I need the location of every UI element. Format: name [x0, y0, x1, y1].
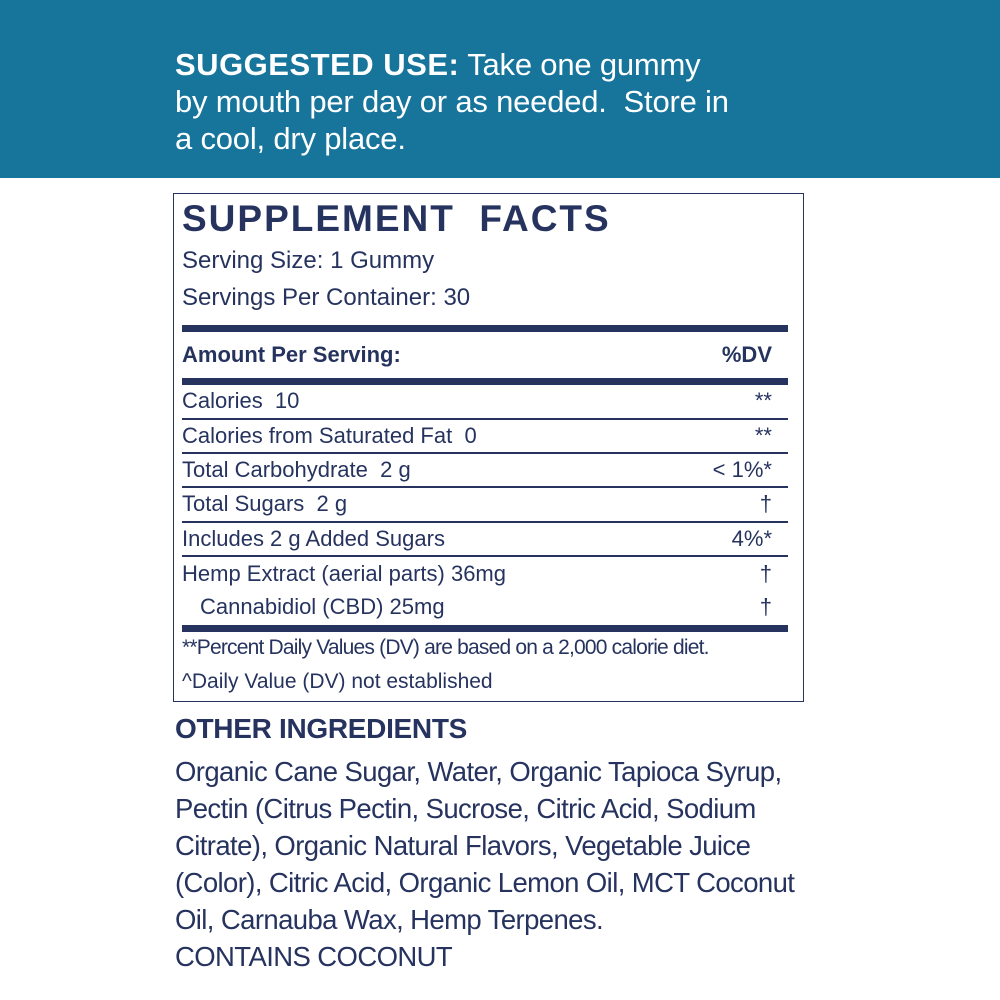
table-row: Cannabidiol (CBD) 25mg † — [182, 590, 772, 624]
divider-thin — [182, 486, 788, 488]
ingredients-line: (Color), Citric Acid, Organic Lemon Oil,… — [175, 867, 795, 898]
footnote-not-established: ^Daily Value (DV) not established — [182, 670, 493, 693]
divider-thick — [182, 325, 788, 332]
divider-thin — [182, 452, 788, 454]
ingredients-line: Organic Cane Sugar, Water, Organic Tapio… — [175, 756, 782, 787]
nutrient-dv: < 1%* — [712, 457, 772, 482]
table-row: Total Carbohydrate 2 g < 1%* — [182, 453, 772, 487]
nutrient-dv: † — [759, 491, 772, 516]
suggested-use-banner: SUGGESTED USE: Take one gummy by mouth p… — [0, 0, 1000, 178]
dv-header: %DV — [721, 342, 772, 367]
ingredients-line: Oil, Carnauba Wax, Hemp Terpenes. — [175, 904, 604, 935]
nutrient-dv: † — [759, 561, 772, 586]
serving-size: Serving Size: 1 Gummy — [182, 247, 435, 274]
table-row: Calories from Saturated Fat 0 ** — [182, 419, 772, 453]
divider-thick — [182, 378, 788, 385]
supplement-facts-panel — [173, 193, 804, 702]
nutrient-dv: ** — [754, 388, 772, 413]
suggested-use-line: Take one gummy — [467, 47, 701, 82]
table-row: Total Sugars 2 g † — [182, 487, 772, 521]
nutrient-label: Includes 2 g Added Sugars — [182, 526, 445, 551]
other-ingredients-title: OTHER INGREDIENTS — [175, 713, 468, 744]
nutrient-label: Hemp Extract (aerial parts) 36mg — [182, 561, 506, 586]
nutrient-label: Calories from Saturated Fat 0 — [182, 423, 477, 448]
suggested-use-line: a cool, dry place. — [175, 121, 406, 156]
amount-header: Amount Per Serving: — [182, 342, 401, 367]
ingredients-line: Citrate), Organic Natural Flavors, Veget… — [175, 830, 751, 861]
nutrient-label: Cannabidiol (CBD) 25mg — [200, 594, 445, 619]
footnote-dv: **Percent Daily Values (DV) are based on… — [182, 636, 709, 659]
nutrient-label: Total Carbohydrate 2 g — [182, 457, 411, 482]
divider-thin — [182, 555, 788, 557]
table-row: Includes 2 g Added Sugars 4%* — [182, 522, 772, 556]
table-row: Hemp Extract (aerial parts) 36mg † — [182, 557, 772, 591]
nutrient-dv: † — [759, 594, 772, 619]
nutrient-dv: 4%* — [731, 526, 772, 551]
suggested-use-text: SUGGESTED USE: Take one gummy by mouth p… — [175, 46, 815, 157]
allergen-statement: CONTAINS COCONUT — [175, 941, 453, 972]
divider-thin — [182, 418, 788, 420]
ingredients-line: Pectin (Citrus Pectin, Sucrose, Citric A… — [175, 793, 756, 824]
suggested-use-label: SUGGESTED USE: — [175, 47, 460, 82]
nutrient-label: Calories 10 — [182, 388, 300, 413]
servings-per-container: Servings Per Container: 30 — [182, 284, 471, 311]
supplement-facts-title: SUPPLEMENT FACTS — [182, 198, 611, 239]
table-row: Calories 10 ** — [182, 384, 772, 418]
suggested-use-line: by mouth per day or as needed. Store in — [175, 84, 729, 119]
other-ingredients-list: Organic Cane Sugar, Water, Organic Tapio… — [175, 753, 825, 975]
divider-thick — [182, 625, 788, 632]
nutrient-label: Total Sugars 2 g — [182, 491, 348, 516]
divider-thin — [182, 521, 788, 523]
nutrient-dv: ** — [754, 423, 772, 448]
amount-header-row: Amount Per Serving: %DV — [182, 338, 772, 372]
